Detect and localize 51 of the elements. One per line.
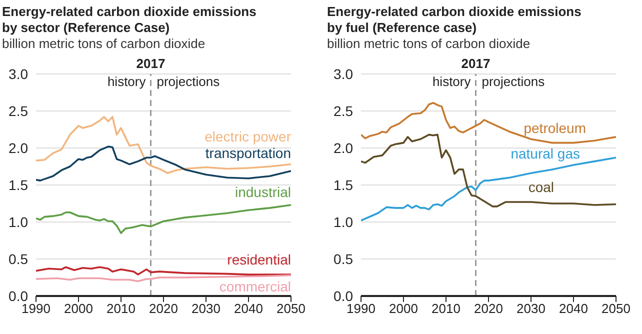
y-tick-label: 1.0 [334, 214, 354, 230]
chart-title: Energy-related carbon dioxide emissions by sector (Reference Case) [1, 4, 258, 36]
x-tick-label: 2000 [64, 301, 93, 316]
y-tick-label: 2.0 [334, 140, 354, 156]
x-tick-label: 2020 [149, 301, 178, 316]
x-tick-label: 1990 [346, 301, 376, 316]
series-label: transportation [205, 144, 291, 161]
y-tick-label: 1.0 [8, 214, 28, 230]
x-tick-label: 2050 [276, 301, 306, 316]
line-series [36, 266, 291, 276]
chart-title: Energy-related carbon dioxide emissions by fuel (Reference case) [326, 4, 582, 36]
y-tick-label: 0.5 [8, 250, 28, 267]
y-tick-label: 3.0 [8, 66, 28, 82]
annotation: history [432, 74, 472, 89]
x-tick-label: 2040 [559, 301, 588, 316]
y-tick-label: 1.5 [334, 176, 354, 193]
annotation: projections [156, 74, 220, 89]
y-tick-label: 2.0 [8, 140, 28, 156]
series-label: natural gas [510, 146, 580, 162]
line-series [361, 102, 616, 144]
x-tick-label: 1990 [22, 301, 50, 316]
x-tick-label: 2010 [432, 301, 460, 316]
series-label: residential [227, 252, 291, 268]
series-label: commercial [219, 278, 291, 294]
series-label: industrial [234, 184, 291, 200]
ref-line-label: 2017 [136, 56, 166, 71]
series-label: petroleum [524, 120, 586, 136]
x-tick-label: 2020 [474, 301, 503, 316]
y-tick-label: 0.0 [334, 288, 354, 304]
series-label: coal [528, 179, 554, 196]
annotation: projections [482, 74, 546, 89]
annotation: history [107, 74, 146, 89]
x-tick-label: 2010 [106, 301, 136, 316]
line-series [36, 116, 291, 174]
line-series [36, 204, 291, 234]
y-tick-label: 2.5 [8, 102, 28, 119]
ref-line-label: 2017 [461, 56, 490, 71]
y-tick-label: 0.0 [8, 288, 28, 304]
x-tick-label: 2030 [516, 301, 546, 316]
line-series [36, 146, 291, 182]
x-tick-label: 2050 [602, 301, 630, 316]
y-tick-label: 3.0 [334, 66, 354, 82]
x-tick-label: 2030 [192, 301, 220, 316]
y-tick-label: 0.5 [334, 250, 354, 267]
y-tick-label: 2.5 [334, 102, 354, 119]
chart-subtitle: billion metric tons of carbon dioxide [326, 36, 532, 52]
chart-subtitle: billion metric tons of carbon dioxide [1, 36, 206, 52]
y-tick-label: 1.5 [8, 176, 28, 193]
x-tick-label: 2040 [234, 301, 263, 316]
series-label: electric power [204, 128, 292, 144]
x-tick-label: 2000 [389, 301, 418, 316]
